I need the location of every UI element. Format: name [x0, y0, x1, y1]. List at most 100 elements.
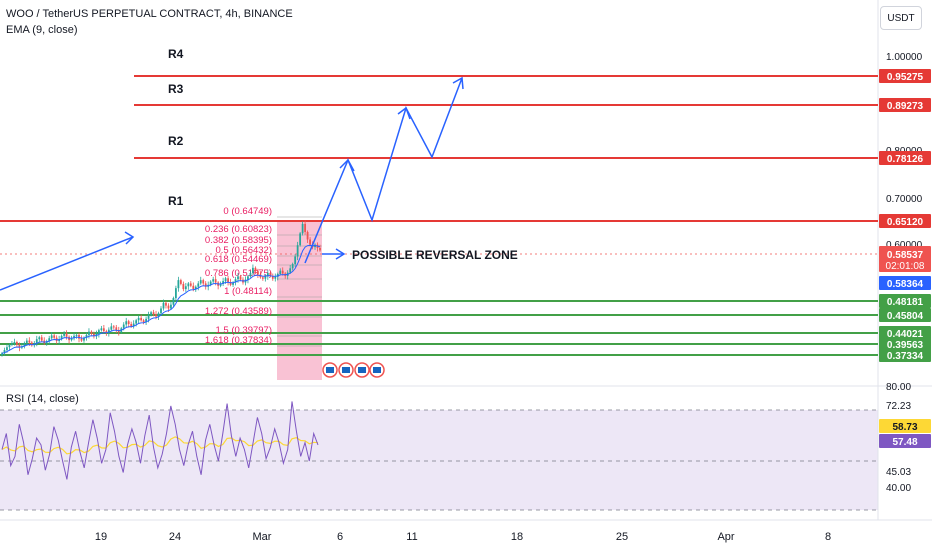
level-name-R2: R2	[168, 134, 184, 148]
rsi-line	[1, 401, 319, 480]
level-tag-0.89273	[879, 98, 931, 112]
candle-body	[254, 267, 257, 272]
candle-body	[202, 280, 205, 284]
candle-body	[53, 335, 56, 338]
candle-body	[222, 281, 225, 284]
time-tick-label: Mar	[253, 531, 272, 543]
candle-body	[6, 347, 8, 351]
candle-body	[227, 278, 229, 283]
trend-arrow-head	[124, 231, 135, 245]
candle-body	[219, 283, 222, 286]
candle-body	[1, 353, 3, 356]
candle-body	[281, 270, 284, 274]
level-tag-0.44021	[879, 326, 931, 340]
candle-body	[115, 327, 118, 331]
plot-background	[0, 0, 878, 385]
candle-body	[65, 333, 68, 337]
candle-body	[209, 281, 212, 285]
rsi-band	[0, 410, 878, 510]
fib-label: 1.618 (0.37834)	[205, 335, 272, 346]
candle-body	[279, 270, 282, 274]
candle-body	[172, 298, 175, 305]
rsi-value-tag	[879, 434, 931, 448]
rsi-ma-line	[1, 436, 319, 455]
time-tick-label: 18	[511, 531, 523, 543]
candle-body	[309, 239, 311, 245]
candle-body	[132, 323, 135, 327]
time-tick-label: 24	[169, 531, 181, 543]
candle-body	[125, 321, 128, 325]
candle-body	[130, 324, 133, 327]
candle-body	[294, 256, 297, 265]
candle-body	[88, 331, 90, 335]
candle-body	[299, 233, 302, 246]
candle-body	[38, 337, 41, 340]
candle-body	[234, 279, 237, 283]
level-tag-0.39563	[879, 337, 931, 351]
candle-body	[93, 333, 95, 337]
candle-body	[160, 308, 162, 314]
fib-label: 0.5 (0.56432)	[215, 245, 272, 256]
candle-body	[40, 337, 43, 341]
candle-body	[8, 344, 11, 348]
price-tick-label: 0.70000	[886, 194, 923, 205]
current-price-label: 0.58537	[887, 250, 924, 261]
reversal-arrow-head	[335, 248, 346, 260]
projection-arrow-head-2	[397, 106, 411, 120]
candle-body	[304, 223, 306, 232]
rsi-ma-value: 58.73	[892, 422, 917, 433]
candle-body	[264, 276, 267, 279]
candle-body	[78, 334, 80, 339]
rsi-value: 57.48	[892, 437, 917, 448]
time-tick-label: 19	[95, 531, 107, 543]
rsi-tick-label: 72.23	[886, 401, 911, 412]
candle-body	[150, 312, 152, 316]
candle-body	[127, 321, 130, 325]
candle-body	[192, 285, 195, 290]
candle-body	[107, 329, 110, 334]
candle-body	[204, 283, 207, 287]
currency-button[interactable]: USDT	[880, 6, 922, 30]
event-flag-icon-inner	[358, 367, 366, 373]
trend-arrow-line	[0, 236, 134, 291]
candle-body	[105, 331, 108, 334]
candle-body	[187, 283, 190, 287]
level-price-label: 0.65120	[887, 217, 924, 228]
price-tick-label: 1.00000	[886, 52, 923, 63]
candle-body	[269, 273, 272, 276]
candle-body	[165, 302, 167, 306]
candle-body	[85, 334, 88, 338]
candle-body	[70, 338, 73, 341]
chart-title: WOO / TetherUS PERPETUAL CONTRACT, 4h, B…	[6, 8, 293, 20]
reversal-zone-label: POSSIBLE REVERSAL ZONE	[352, 248, 518, 262]
candle-body	[301, 223, 304, 234]
ema-indicator-label: EMA (9, close)	[6, 24, 78, 36]
projection-arrow-head-1	[339, 158, 355, 172]
ema-value-label: 0.58364	[887, 279, 924, 290]
fib-label: 1 (0.48114)	[224, 286, 272, 297]
candle-body	[232, 282, 234, 285]
candle-body	[147, 315, 150, 319]
level-price-label: 0.39563	[887, 340, 924, 351]
candle-body	[30, 342, 33, 346]
candle-body	[142, 320, 145, 323]
time-tick-label: Apr	[717, 531, 734, 543]
price-tick-label: 0.60000	[886, 240, 923, 251]
candle-body	[261, 277, 264, 279]
fib-label: 0.786 (0.51675)	[205, 268, 272, 279]
fib-label: 0.236 (0.60823)	[205, 224, 272, 235]
candle-body	[48, 338, 51, 342]
candle-body	[214, 279, 217, 283]
candle-body	[63, 333, 66, 336]
candle-body	[50, 335, 53, 339]
candle-body	[157, 313, 160, 317]
event-flag-icon-inner	[342, 367, 350, 373]
level-price-label: 0.89273	[887, 101, 924, 112]
candle-body	[182, 283, 185, 290]
level-tag-0.37334	[879, 348, 931, 362]
projection-path	[304, 77, 463, 264]
fib-label: 1.272 (0.43589)	[205, 306, 272, 317]
ema-tag	[879, 276, 931, 290]
candle-body	[145, 318, 147, 323]
